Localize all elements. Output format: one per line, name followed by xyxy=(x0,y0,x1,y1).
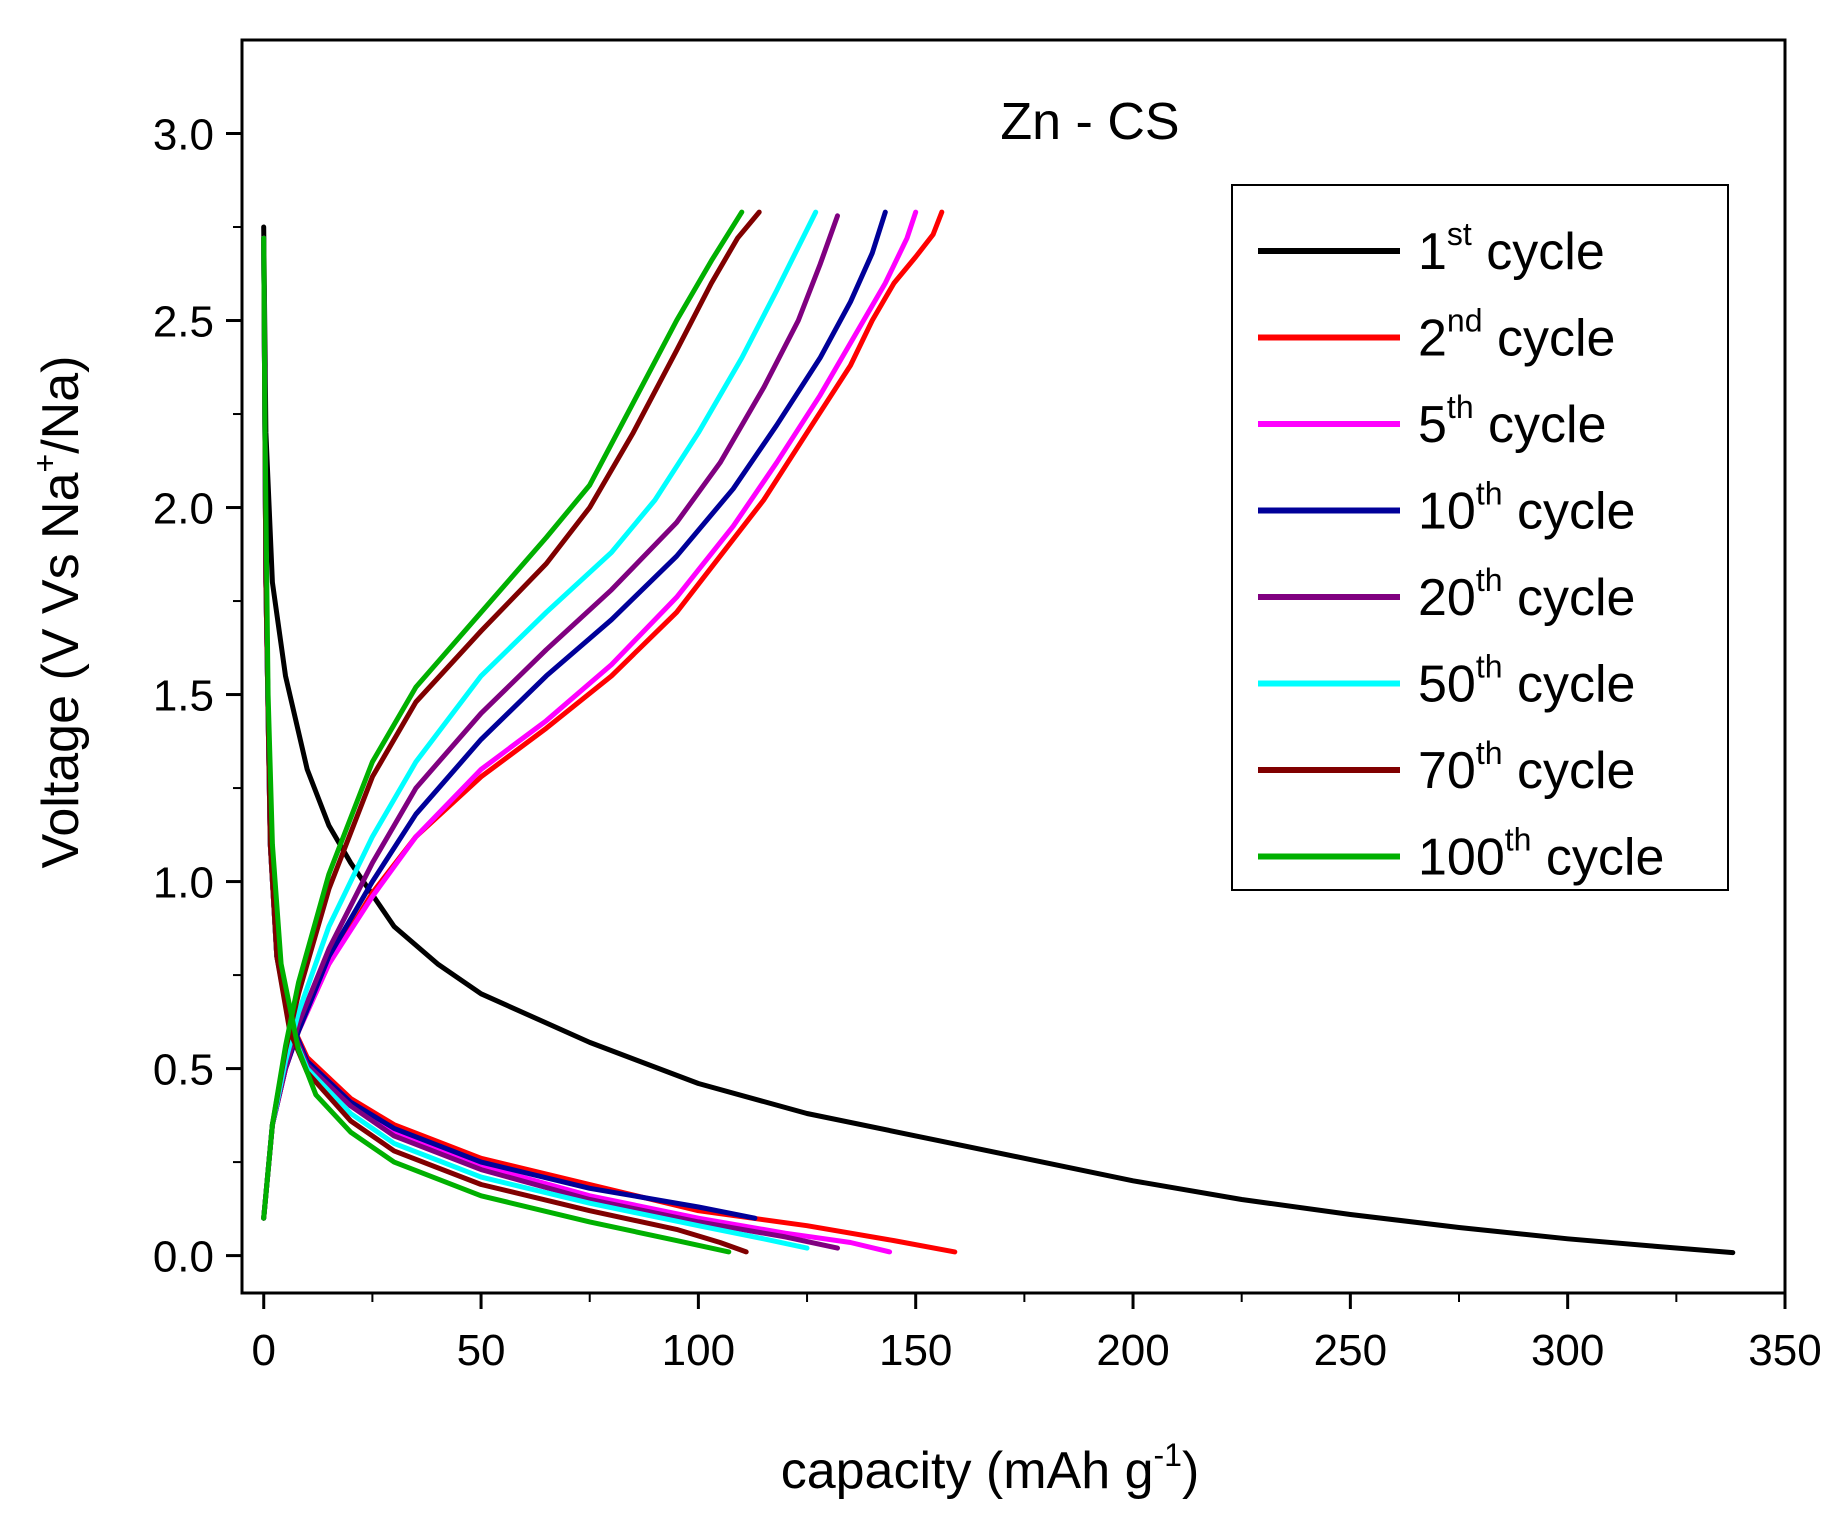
series-line-2nd-a xyxy=(261,235,958,1255)
series-line-1st-a xyxy=(261,224,1736,1256)
x-tick-label: 150 xyxy=(879,1326,952,1375)
legend-entry: 1st cycle xyxy=(1418,216,1605,281)
x-tick-label: 300 xyxy=(1531,1326,1604,1375)
y-tick-label: 0.0 xyxy=(153,1233,214,1282)
legend-entry: 20th cycle xyxy=(1418,562,1635,627)
plot-frame xyxy=(240,38,1787,1295)
x-tick-label: 200 xyxy=(1096,1326,1169,1375)
legend-entry: 5th cycle xyxy=(1418,389,1607,454)
legend-entry: 10th cycle xyxy=(1418,476,1635,541)
legend-entry: 70th cycle xyxy=(1418,735,1635,800)
legend: 1st cycle 2nd cycle 5th cycle 10th cycle 20t… xyxy=(1231,184,1729,891)
axis-ticks: 0 50 100 150 200 250 300 350 0.0 0.5 1.0 1.5 2.0 2.5 3… xyxy=(153,111,1822,1375)
x-tick-label: 250 xyxy=(1314,1326,1387,1375)
y-axis-title-sup: + xyxy=(27,454,63,473)
y-tick-label: 2.5 xyxy=(153,298,214,347)
legend-box xyxy=(1231,184,1729,891)
x-axis-title: capacity (mAh g-1) xyxy=(781,1437,1200,1500)
y-tick-label: 3.0 xyxy=(153,111,214,160)
x-tick-label: 350 xyxy=(1748,1326,1821,1375)
y-tick-label: 0.5 xyxy=(153,1046,214,1095)
x-tick-label: 100 xyxy=(662,1326,735,1375)
legend-entry: 100th cycle xyxy=(1418,822,1664,887)
series-line-50th-b xyxy=(261,209,819,1221)
legend-entry: 2nd cycle xyxy=(1418,303,1615,368)
series-line-100th-a xyxy=(261,235,732,1255)
y-axis-title-end: /Na) xyxy=(32,356,90,454)
x-tick-label: 0 xyxy=(251,1326,275,1375)
y-tick-label: 1.0 xyxy=(153,859,214,908)
x-axis-title-main: capacity (mAh g xyxy=(781,1442,1154,1500)
x-axis-title-end: ) xyxy=(1182,1442,1199,1500)
plot-lines xyxy=(261,209,1736,1256)
x-axis-title-sup: -1 xyxy=(1154,1437,1182,1473)
y-tick-label: 2.0 xyxy=(153,485,214,534)
y-axis-title-main: Voltage (V Vs Na xyxy=(32,472,90,868)
x-tick-label: 50 xyxy=(457,1326,506,1375)
series-line-100th-b xyxy=(261,209,745,1221)
legend-entry: 50th cycle xyxy=(1418,649,1635,714)
series-line-10th-a xyxy=(261,235,758,1221)
chart-title: Zn - CS xyxy=(1000,93,1179,151)
series-line-70th-b xyxy=(261,209,762,1221)
y-tick-label: 1.5 xyxy=(153,672,214,721)
series-line-10th-b xyxy=(261,209,888,1221)
y-axis-title: Voltage (V Vs Na+/Na) xyxy=(27,356,90,869)
